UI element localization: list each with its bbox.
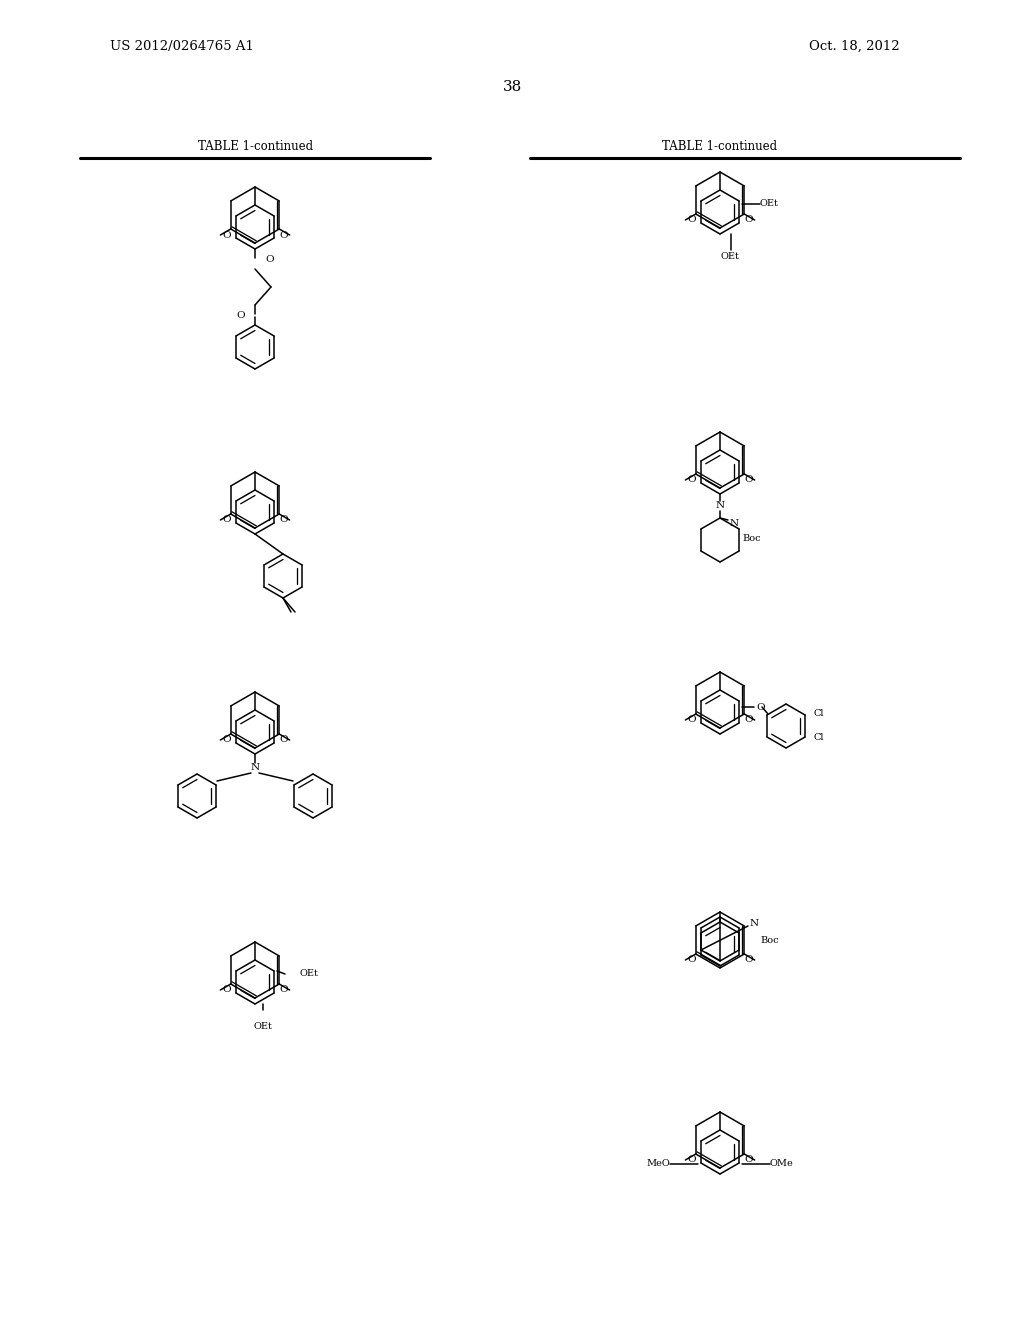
Text: OMe: OMe bbox=[770, 1159, 794, 1168]
Text: O: O bbox=[222, 986, 230, 994]
Text: O: O bbox=[280, 986, 288, 994]
Text: Boc: Boc bbox=[742, 535, 761, 543]
Text: OEt: OEt bbox=[254, 1022, 272, 1031]
Text: Cl: Cl bbox=[814, 710, 824, 718]
Text: N: N bbox=[750, 920, 759, 928]
Text: O: O bbox=[744, 215, 753, 224]
Text: OEt: OEt bbox=[760, 199, 779, 209]
Text: Oct. 18, 2012: Oct. 18, 2012 bbox=[809, 40, 900, 53]
Text: US 2012/0264765 A1: US 2012/0264765 A1 bbox=[110, 40, 254, 53]
Text: O: O bbox=[237, 310, 245, 319]
Text: O: O bbox=[687, 475, 695, 484]
Text: O: O bbox=[744, 715, 753, 725]
Text: N: N bbox=[251, 763, 259, 772]
Text: MeO: MeO bbox=[646, 1159, 670, 1168]
Text: TABLE 1-continued: TABLE 1-continued bbox=[663, 140, 777, 153]
Text: 38: 38 bbox=[503, 81, 521, 94]
Text: O: O bbox=[222, 231, 230, 239]
Text: OEt: OEt bbox=[721, 252, 739, 261]
Text: O: O bbox=[744, 956, 753, 965]
Text: OEt: OEt bbox=[299, 969, 317, 978]
Text: O: O bbox=[756, 702, 765, 711]
Text: O: O bbox=[687, 1155, 695, 1164]
Text: O: O bbox=[222, 735, 230, 744]
Text: O: O bbox=[265, 255, 273, 264]
Text: O: O bbox=[687, 715, 695, 725]
Text: O: O bbox=[744, 1155, 753, 1164]
Text: TABLE 1-continued: TABLE 1-continued bbox=[199, 140, 313, 153]
Text: O: O bbox=[687, 215, 695, 224]
Text: O: O bbox=[222, 516, 230, 524]
Text: Cl: Cl bbox=[814, 734, 824, 742]
Text: N: N bbox=[730, 519, 739, 528]
Text: N: N bbox=[716, 502, 725, 511]
Text: O: O bbox=[280, 735, 288, 744]
Text: O: O bbox=[280, 516, 288, 524]
Text: O: O bbox=[687, 956, 695, 965]
Text: O: O bbox=[744, 475, 753, 484]
Text: Boc: Boc bbox=[760, 936, 778, 945]
Text: O: O bbox=[280, 231, 288, 239]
